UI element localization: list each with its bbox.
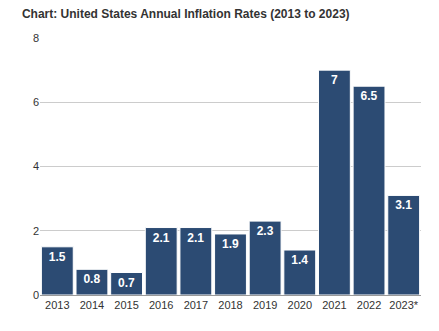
svg-text:2022: 2022 [357,299,381,311]
svg-text:2013: 2013 [45,299,69,311]
svg-text:2015: 2015 [114,299,138,311]
svg-text:2.1: 2.1 [153,231,170,245]
svg-text:0.8: 0.8 [83,272,100,286]
svg-text:6.5: 6.5 [361,89,378,103]
svg-text:2021: 2021 [322,299,346,311]
svg-text:2020: 2020 [288,299,312,311]
svg-text:4: 4 [33,160,39,172]
svg-text:2016: 2016 [149,299,173,311]
svg-text:2017: 2017 [184,299,208,311]
svg-text:8: 8 [33,32,39,44]
svg-text:2.3: 2.3 [257,224,274,238]
svg-text:1.9: 1.9 [222,237,239,251]
svg-text:Chart: United States Annual In: Chart: United States Annual Inflation Ra… [22,7,350,21]
svg-text:2: 2 [33,225,39,237]
svg-text:7: 7 [331,73,338,87]
svg-text:2014: 2014 [80,299,104,311]
svg-text:0: 0 [33,289,39,301]
svg-text:2023*: 2023* [389,299,418,311]
svg-text:1.4: 1.4 [291,253,308,267]
svg-text:1.5: 1.5 [49,250,66,264]
svg-text:2018: 2018 [218,299,242,311]
svg-text:2019: 2019 [253,299,277,311]
svg-text:6: 6 [33,96,39,108]
svg-text:0.7: 0.7 [118,276,135,290]
svg-text:3.1: 3.1 [395,198,412,212]
svg-text:2.1: 2.1 [187,231,204,245]
